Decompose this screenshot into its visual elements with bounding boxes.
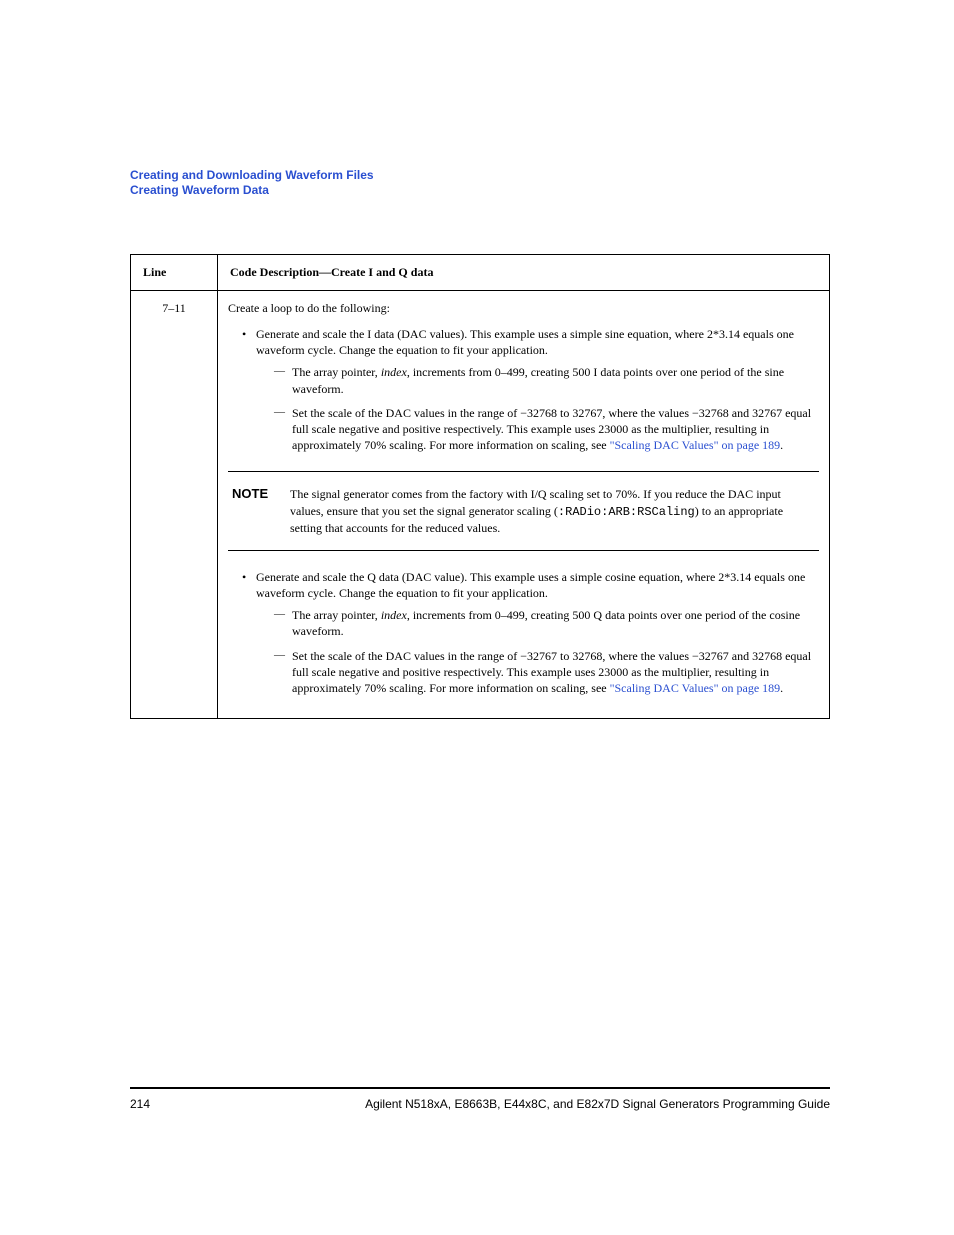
note-label: NOTE — [232, 486, 290, 536]
table-header-row: Line Code Description—Create I and Q dat… — [131, 255, 830, 291]
header-line-2: Creating Waveform Data — [130, 183, 830, 198]
scpi-command: :RADio:ARB:RSCaling — [558, 505, 695, 519]
index-var-2: index — [381, 608, 407, 622]
bullet-q-data: Generate and scale the Q data (DAC value… — [242, 569, 819, 696]
sub-i-array-pointer: The array pointer, index, increments fro… — [274, 364, 819, 396]
sub-list-q: The array pointer, index, increments fro… — [256, 607, 819, 696]
sub-q-array-pointer: The array pointer, index, increments fro… — [274, 607, 819, 639]
sub-q-scale: Set the scale of the DAC values in the r… — [274, 648, 819, 697]
td-description: Create a loop to do the following: Gener… — [218, 291, 830, 719]
th-line: Line — [131, 255, 218, 291]
td-line-range: 7–11 — [131, 291, 218, 719]
page-footer: 214 Agilent N518xA, E8663B, E44x8C, and … — [130, 1087, 830, 1111]
header-line-1: Creating and Downloading Waveform Files — [130, 168, 830, 183]
page-number: 214 — [130, 1097, 150, 1111]
page: Creating and Downloading Waveform Files … — [0, 0, 954, 1235]
note-block: NOTE The signal generator comes from the… — [228, 471, 819, 551]
note-text: The signal generator comes from the fact… — [290, 486, 815, 536]
bullet-list-2: Generate and scale the Q data (DAC value… — [228, 569, 819, 696]
bullet-i-data: Generate and scale the I data (DAC value… — [242, 326, 819, 453]
index-var: index — [381, 365, 407, 379]
footer-title: Agilent N518xA, E8663B, E44x8C, and E82x… — [365, 1097, 830, 1111]
xref-scaling-dac-2[interactable]: "Scaling DAC Values" on page 189 — [610, 681, 781, 695]
sub-i-scale: Set the scale of the DAC values in the r… — [274, 405, 819, 454]
table-row: 7–11 Create a loop to do the following: … — [131, 291, 830, 719]
running-header: Creating and Downloading Waveform Files … — [130, 168, 830, 198]
bullet-list: Generate and scale the I data (DAC value… — [228, 326, 819, 453]
code-description-table: Line Code Description—Create I and Q dat… — [130, 254, 830, 719]
bullet-q-text: Generate and scale the Q data (DAC value… — [256, 570, 805, 600]
sub-list-i: The array pointer, index, increments fro… — [256, 364, 819, 453]
th-desc: Code Description—Create I and Q data — [218, 255, 830, 291]
bullet-i-text: Generate and scale the I data (DAC value… — [256, 327, 794, 357]
xref-scaling-dac-1[interactable]: "Scaling DAC Values" on page 189 — [610, 438, 781, 452]
loop-intro: Create a loop to do the following: — [228, 301, 819, 316]
